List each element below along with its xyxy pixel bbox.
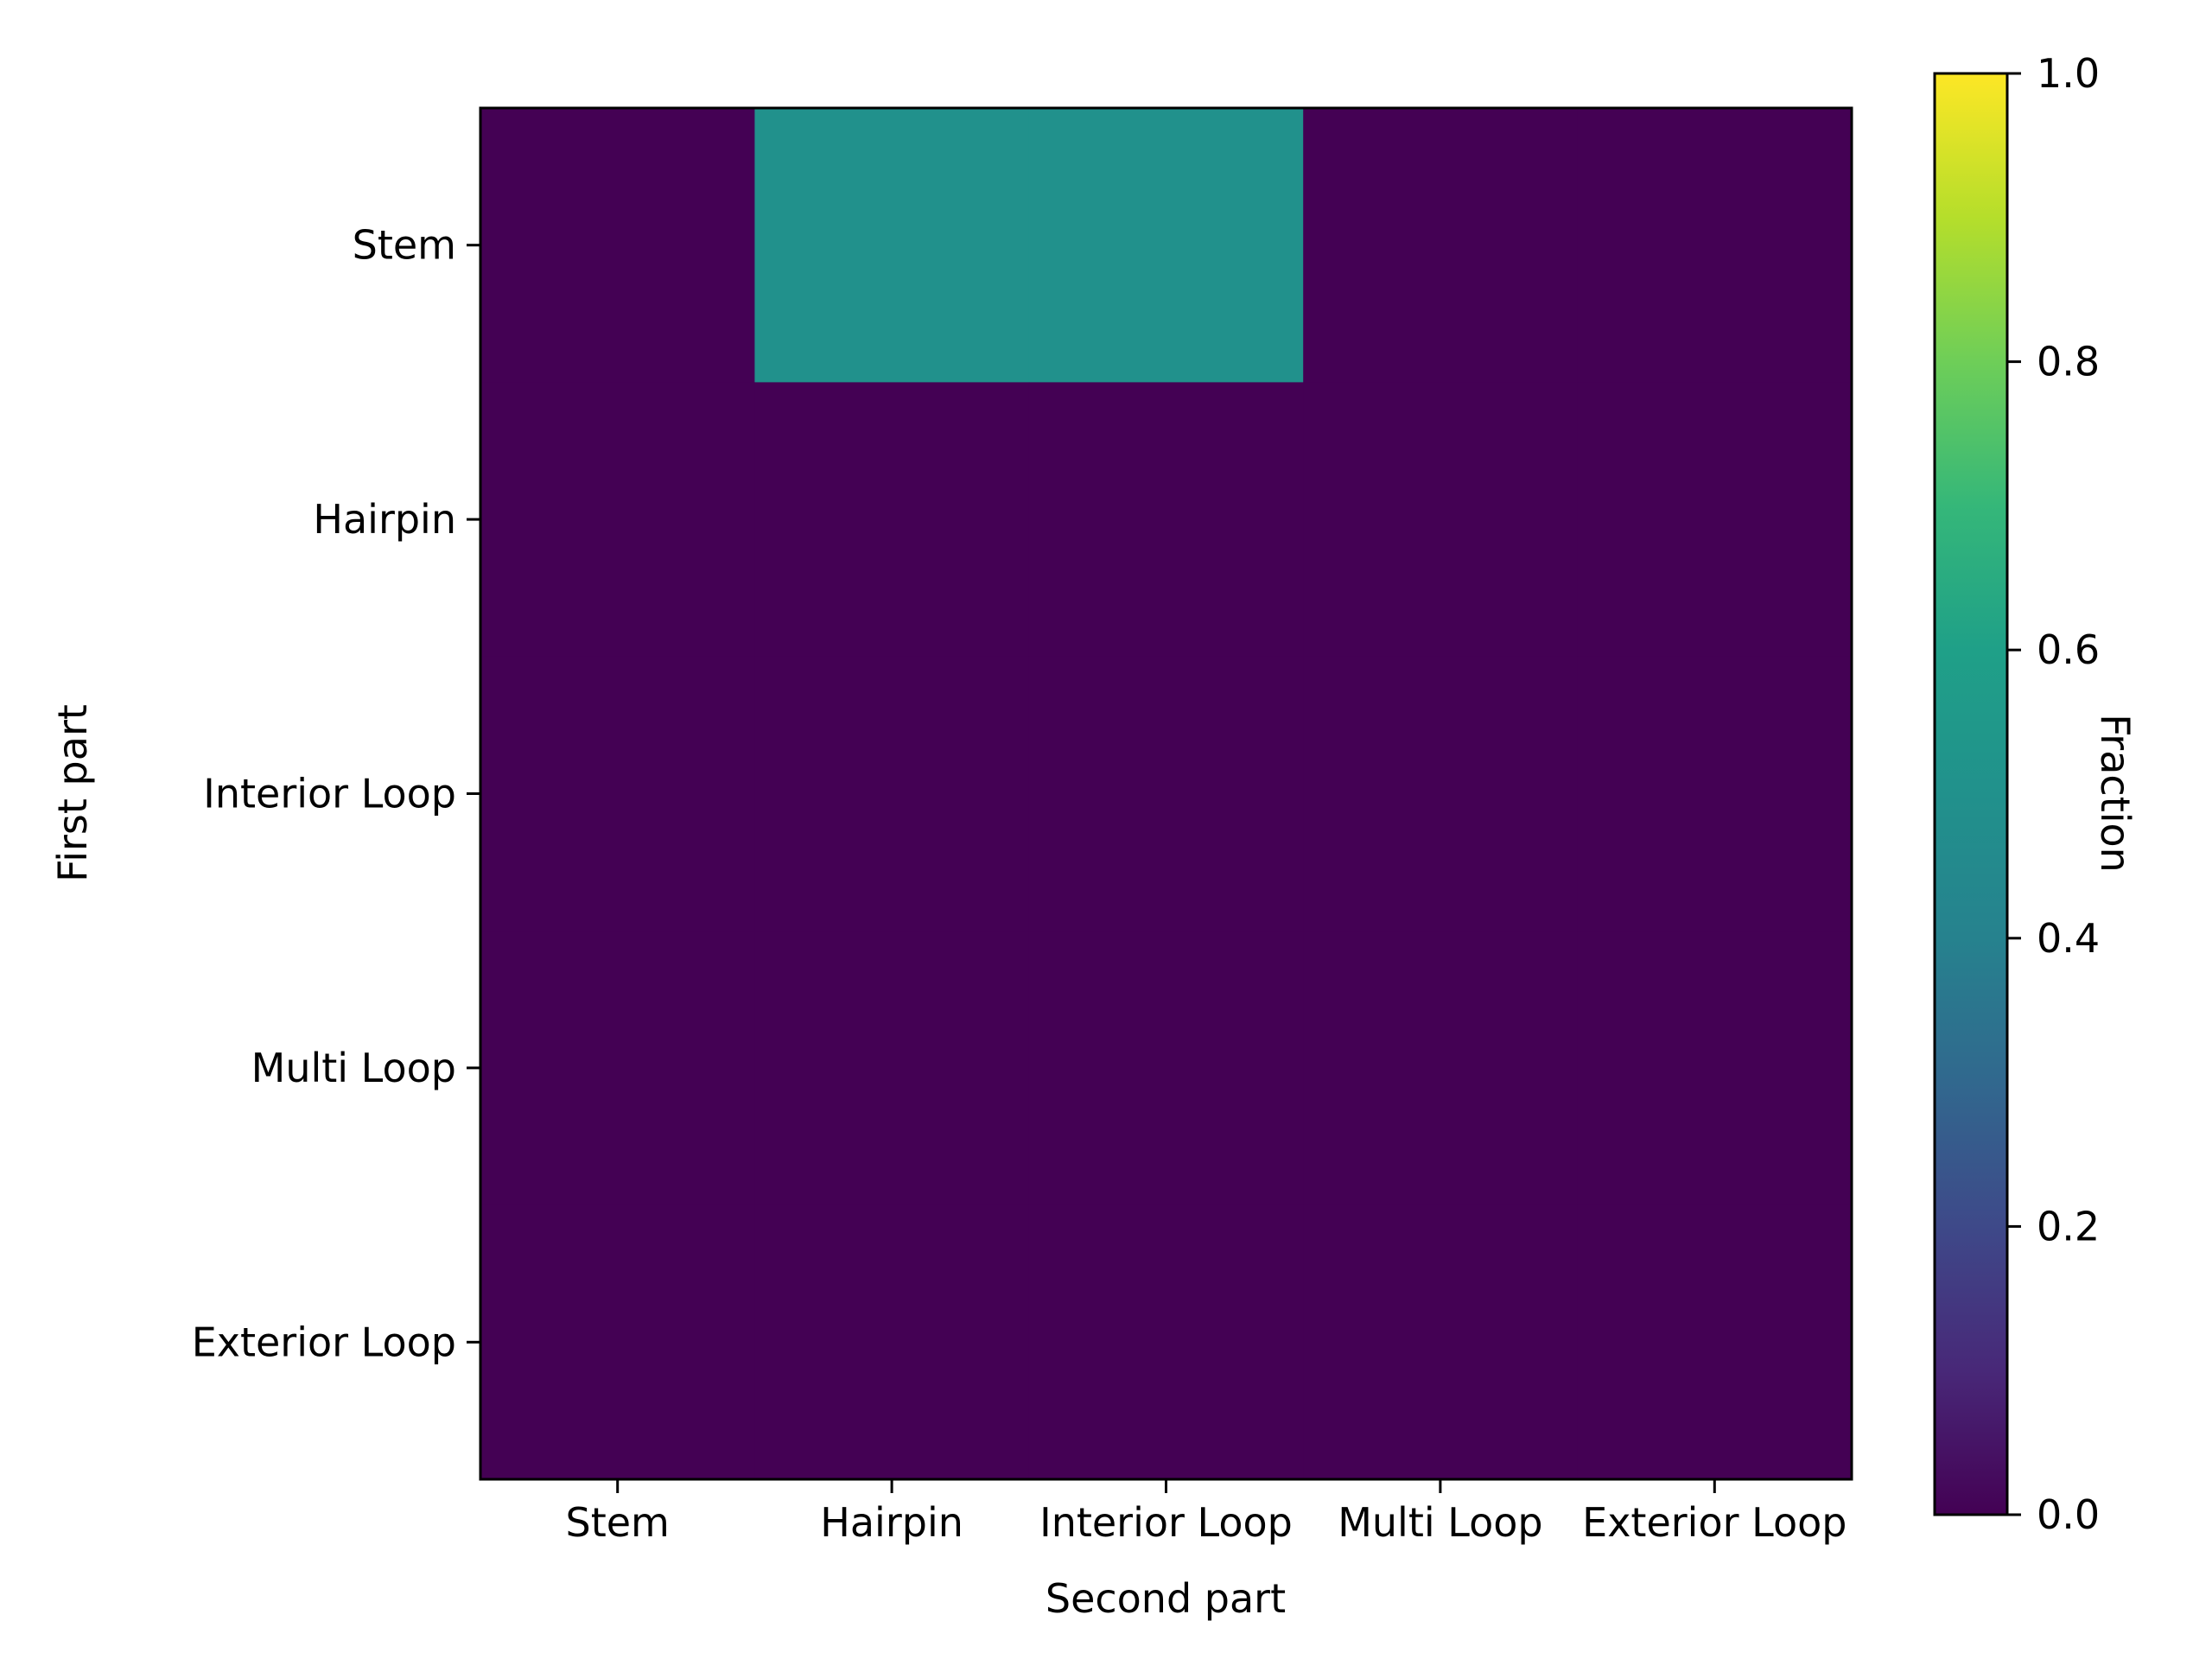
heatmap-cell-1-3: [1303, 382, 1579, 658]
heatmap-cell-3-3: [1303, 931, 1579, 1206]
x-tick-label: Stem: [566, 1499, 670, 1546]
colorbar-tick-label: 1.0: [2037, 50, 2100, 97]
y-axis: Stem Hairpin Interior Loop Multi Loop Exteri…: [192, 222, 480, 1365]
heatmap-cell-3-4: [1577, 931, 1853, 1206]
heatmap-cell-3-1: [754, 931, 1030, 1206]
heatmap-cell-3-0: [480, 931, 755, 1206]
heatmap-cell-1-0: [480, 382, 755, 658]
heatmap-cell-3-2: [1028, 931, 1304, 1206]
x-axis: Stem Hairpin Interior Loop Multi Loop Exteri…: [566, 1479, 1847, 1546]
plot-area: [480, 108, 1853, 1480]
colorbar-tick-label: 0.6: [2037, 626, 2100, 673]
heatmap-cell-2-4: [1577, 656, 1853, 931]
heatmap-cell-4-1: [754, 1205, 1030, 1480]
colorbar: 0.0 0.2 0.4 0.6 0.8 1.0: [1933, 50, 2100, 1538]
y-tick-label: Interior Loop: [203, 771, 456, 817]
heatmap-cell-1-2: [1028, 382, 1304, 658]
heatmap-cell-2-0: [480, 656, 755, 931]
heatmap-cell-1-4: [1577, 382, 1853, 658]
heatmap-cell-0-4: [1577, 108, 1853, 383]
y-tick-label: Exterior Loop: [192, 1319, 456, 1365]
heatmap-cell-2-2: [1028, 656, 1304, 931]
y-axis-label: First part: [49, 704, 96, 882]
x-tick-label: Exterior Loop: [1582, 1499, 1847, 1546]
colorbar-gradient: [1933, 72, 2009, 1516]
x-tick-label: Hairpin: [820, 1499, 963, 1546]
colorbar-tick-label: 0.4: [2037, 915, 2100, 962]
y-tick-label: Hairpin: [313, 496, 456, 543]
heatmap-cell-2-3: [1303, 656, 1579, 931]
heatmap-cell-2-1: [754, 656, 1030, 931]
colorbar-tick-label: 0.8: [2037, 339, 2100, 385]
heatmap-cell-0-0: [480, 108, 755, 383]
y-tick-label: Stem: [353, 222, 456, 269]
heatmap-cell-0-2: [1028, 108, 1304, 383]
heatmap-cell-0-1: [754, 108, 1030, 383]
heatmap-cell-0-3: [1303, 108, 1579, 383]
heatmap-cell-1-1: [754, 382, 1030, 658]
heatmap-cell-4-3: [1303, 1205, 1579, 1480]
colorbar-label: Fraction: [2092, 714, 2139, 873]
x-tick-label: Interior Loop: [1039, 1499, 1293, 1546]
colorbar-tick-label: 0.2: [2037, 1203, 2100, 1249]
x-tick-label: Multi Loop: [1338, 1499, 1542, 1546]
heatmap-cell-4-2: [1028, 1205, 1304, 1480]
heatmap-cell-4-4: [1577, 1205, 1853, 1480]
colorbar-tick-label: 0.0: [2037, 1491, 2100, 1538]
heatmap-cell-4-0: [480, 1205, 755, 1480]
x-axis-label: Second part: [1046, 1575, 1286, 1622]
y-tick-label: Multi Loop: [251, 1045, 456, 1091]
